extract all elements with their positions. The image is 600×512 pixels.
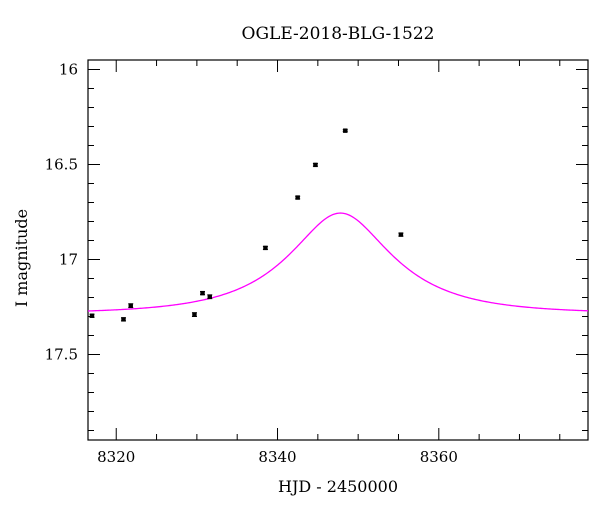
- point-marker: [121, 317, 126, 322]
- point-marker: [128, 303, 133, 308]
- data-point: [262, 245, 268, 251]
- data-point: [89, 313, 95, 318]
- point-marker: [89, 313, 95, 318]
- point-marker: [200, 290, 205, 296]
- point-marker: [192, 312, 197, 317]
- point-marker: [263, 245, 268, 251]
- x-tick-label: 8340: [258, 448, 296, 466]
- model-curve-layer: [87, 212, 589, 312]
- data-point: [200, 290, 206, 296]
- y-axis-label: I magnitude: [12, 209, 31, 307]
- point-marker: [398, 232, 404, 237]
- x-tick-label: 8360: [420, 448, 458, 466]
- y-tick-label: 17: [59, 251, 78, 269]
- tick-labels: 8320 8340 8360 16 16.5 17 17.5: [45, 61, 458, 467]
- data-points-layer: [89, 128, 404, 322]
- data-point: [128, 303, 134, 309]
- model-curve: [87, 212, 589, 312]
- plot-frame: [87, 59, 589, 441]
- point-marker: [313, 162, 318, 168]
- point-marker: [343, 128, 348, 133]
- data-point: [295, 195, 301, 200]
- data-point: [191, 312, 197, 317]
- data-point: [342, 128, 348, 133]
- data-point: [207, 294, 213, 300]
- y-tick-label: 17.5: [45, 346, 78, 364]
- y-tick-label: 16.5: [45, 156, 78, 174]
- data-point: [120, 317, 126, 322]
- chart-title: OGLE-2018-BLG-1522: [242, 24, 435, 44]
- point-marker: [295, 195, 300, 200]
- axis-ticks: [88, 60, 588, 440]
- x-axis-label: HJD - 2450000: [278, 477, 398, 496]
- data-point: [312, 162, 318, 168]
- y-tick-label: 16: [59, 61, 78, 79]
- x-tick-label: 8320: [97, 448, 135, 466]
- data-point: [398, 232, 404, 237]
- point-marker: [207, 294, 212, 299]
